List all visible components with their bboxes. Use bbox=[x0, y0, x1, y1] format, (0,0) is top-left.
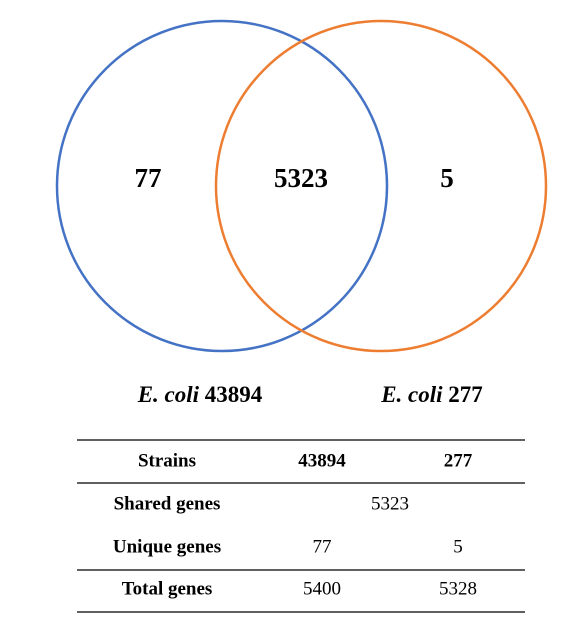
row-label: Unique genes bbox=[113, 536, 221, 557]
species: E. coli bbox=[137, 382, 200, 407]
cell: 5328 bbox=[439, 578, 477, 599]
set-label: E. coli 43894 bbox=[137, 382, 263, 407]
header-cell: 277 bbox=[444, 450, 473, 471]
unique-count: 5 bbox=[440, 163, 454, 193]
set-label: E. coli 277 bbox=[380, 382, 483, 407]
strain: 277 bbox=[448, 382, 483, 407]
row-label: Shared genes bbox=[114, 493, 221, 514]
cell: 5 bbox=[453, 536, 463, 557]
header-cell: Strains bbox=[138, 450, 196, 471]
strain: 43894 bbox=[205, 382, 263, 407]
cell: 5400 bbox=[303, 578, 341, 599]
unique-count: 77 bbox=[135, 163, 162, 193]
species: E. coli bbox=[380, 382, 443, 407]
set-circle bbox=[214, 19, 548, 353]
header-cell: 43894 bbox=[298, 450, 346, 471]
shared-count: 5323 bbox=[274, 163, 328, 193]
set-circle bbox=[55, 19, 389, 353]
cell: 77 bbox=[313, 536, 332, 557]
row-label: Total genes bbox=[122, 578, 213, 599]
cell: 5323 bbox=[371, 493, 409, 514]
